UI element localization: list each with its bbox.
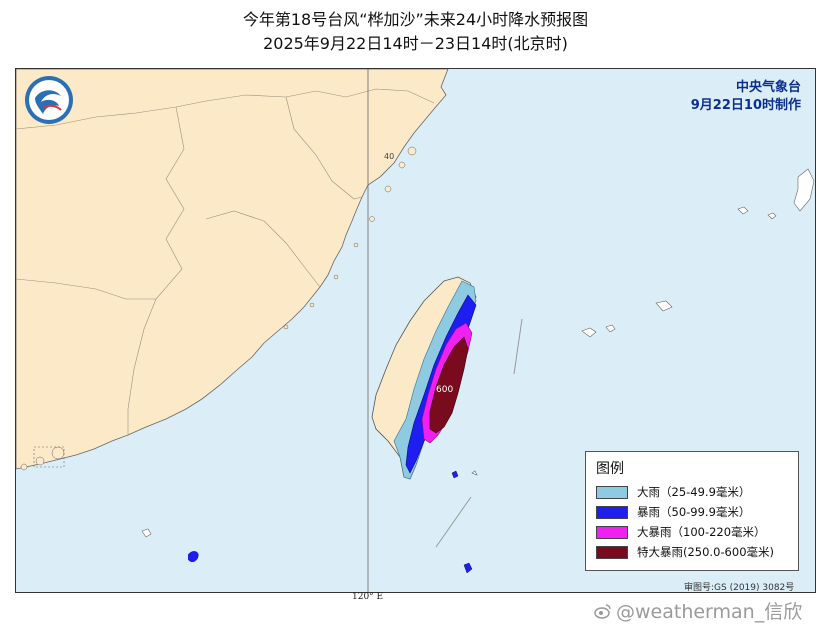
map-frame: 600 40 [15, 68, 816, 593]
legend-label: 大雨（25-49.9毫米） [637, 485, 751, 499]
hongkong-box [33, 446, 65, 468]
map-subtitle: 2025年9月22日14时－23日14时(北京时) [263, 34, 568, 53]
agency-name: 中央气象台 [735, 80, 801, 95]
legend-title: 图例 [596, 461, 624, 477]
contour-label-max: 600 [436, 385, 453, 395]
rainfall-map: 600 40 [16, 69, 815, 592]
rain-zone-extreme-rainstorm [429, 336, 469, 434]
map-title: 今年第18号台风“桦加沙”未来24小时降水预报图 [242, 10, 589, 29]
issue-time: 9月22日10时制作 [690, 98, 801, 113]
watermark-text: @weatherman_信欣 [616, 601, 803, 623]
east-islands [141, 168, 815, 538]
legend: 图例 大雨（25-49.9毫米） 暴雨（50-99.9毫米） 大暴雨（100-2… [585, 451, 799, 571]
legend-label: 特大暴雨(250.0-600毫米) [637, 545, 774, 559]
legend-item-heavy-rainstorm: 大暴雨（100-220毫米） [596, 525, 766, 539]
latitude-label: 40 [384, 152, 394, 161]
legend-label: 大暴雨（100-220毫米） [637, 525, 766, 539]
legend-swatch [596, 545, 628, 559]
trench-lines [435, 318, 523, 548]
legend-swatch [596, 485, 628, 499]
coastal-islands [20, 146, 417, 471]
legend-item-extreme-rainstorm: 特大暴雨(250.0-600毫米) [596, 545, 774, 559]
legend-label: 暴雨（50-99.9毫米） [637, 505, 751, 519]
legend-item-heavy-rain: 大雨（25-49.9毫米） [596, 485, 750, 499]
legend-swatch [596, 525, 628, 539]
province-borders [16, 88, 435, 435]
weibo-icon [594, 603, 611, 619]
mainland-china [16, 69, 449, 470]
cma-logo-icon [25, 76, 73, 124]
watermark: @weatherman_信欣 [594, 597, 802, 624]
legend-swatch [596, 505, 628, 519]
approval-number: 审图号:GS (2019) 3082号 [684, 583, 795, 593]
longitude-label: 120° E [352, 592, 384, 602]
legend-item-rainstorm: 暴雨（50-99.9毫米） [596, 505, 750, 519]
southern-islands [187, 470, 473, 574]
